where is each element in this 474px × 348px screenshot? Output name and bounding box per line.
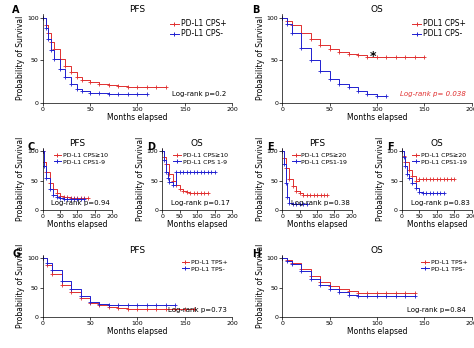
Y-axis label: Probability of Survival: Probability of Survival xyxy=(256,137,265,221)
Legend: PD-L1 CPS+, PD-L1 CPS-: PD-L1 CPS+, PD-L1 CPS- xyxy=(168,18,228,40)
Title: OS: OS xyxy=(371,246,383,255)
Title: PFS: PFS xyxy=(129,246,146,255)
Y-axis label: Probability of Survival: Probability of Survival xyxy=(256,16,265,101)
X-axis label: Months elapsed: Months elapsed xyxy=(407,220,467,229)
Text: F: F xyxy=(387,142,393,152)
X-axis label: Months elapsed: Months elapsed xyxy=(107,113,168,122)
X-axis label: Months elapsed: Months elapsed xyxy=(47,220,108,229)
Text: C: C xyxy=(27,142,35,152)
Y-axis label: Probability of Survival: Probability of Survival xyxy=(17,244,26,328)
Text: Log-rank p=0.73: Log-rank p=0.73 xyxy=(167,307,227,313)
Y-axis label: Probability of Survival: Probability of Survival xyxy=(376,137,385,221)
Legend: PD-L1 CPS≥10, PD-L1 CPS1-9: PD-L1 CPS≥10, PD-L1 CPS1-9 xyxy=(52,152,109,166)
Text: A: A xyxy=(12,5,20,15)
Text: Log-rank p= 0.038: Log-rank p= 0.038 xyxy=(400,92,466,97)
Text: E: E xyxy=(267,142,273,152)
Legend: PD-L1 CPS≥20, PD-L1 CPS1-19: PD-L1 CPS≥20, PD-L1 CPS1-19 xyxy=(291,152,349,166)
X-axis label: Months elapsed: Months elapsed xyxy=(287,220,347,229)
Y-axis label: Probability of Survival: Probability of Survival xyxy=(17,137,26,221)
X-axis label: Months elapsed: Months elapsed xyxy=(107,327,168,336)
Title: PFS: PFS xyxy=(69,140,85,148)
Text: Log-rank p=0.94: Log-rank p=0.94 xyxy=(52,200,110,206)
Title: PFS: PFS xyxy=(309,140,325,148)
Y-axis label: Probability of Survival: Probability of Survival xyxy=(136,137,145,221)
Y-axis label: Probability of Survival: Probability of Survival xyxy=(256,244,265,328)
Text: *: * xyxy=(370,50,376,63)
Title: OS: OS xyxy=(430,140,443,148)
Legend: PD-L1 CPS≥10, PD-L1 CPS 1-9: PD-L1 CPS≥10, PD-L1 CPS 1-9 xyxy=(172,152,229,166)
X-axis label: Months elapsed: Months elapsed xyxy=(167,220,228,229)
X-axis label: Months elapsed: Months elapsed xyxy=(346,113,407,122)
Text: Log-rank p=0.83: Log-rank p=0.83 xyxy=(410,200,470,206)
Text: Log-rank p=0.38: Log-rank p=0.38 xyxy=(291,200,350,206)
Text: H: H xyxy=(252,249,260,259)
Text: Log-rank p=0.17: Log-rank p=0.17 xyxy=(171,200,230,206)
Text: G: G xyxy=(12,249,20,259)
Legend: PD-L1 TPS+, PD-L1 TPS-: PD-L1 TPS+, PD-L1 TPS- xyxy=(180,259,229,273)
Legend: PD-L1 CPS≥20, PD-L1 CPS1-19: PD-L1 CPS≥20, PD-L1 CPS1-19 xyxy=(410,152,468,166)
Title: PFS: PFS xyxy=(129,5,146,14)
Y-axis label: Probability of Survival: Probability of Survival xyxy=(17,16,26,101)
Legend: PD-L1 TPS+, PD-L1 TPS-: PD-L1 TPS+, PD-L1 TPS- xyxy=(420,259,468,273)
X-axis label: Months elapsed: Months elapsed xyxy=(346,327,407,336)
Text: Log-rank p=0.2: Log-rank p=0.2 xyxy=(172,92,227,97)
Title: OS: OS xyxy=(371,5,383,14)
Text: Log-rank p=0.84: Log-rank p=0.84 xyxy=(407,307,466,313)
Title: OS: OS xyxy=(191,140,204,148)
Text: D: D xyxy=(147,142,155,152)
Legend: PDL1 CPS+, PDL1 CPS-: PDL1 CPS+, PDL1 CPS- xyxy=(410,18,468,40)
Text: B: B xyxy=(252,5,259,15)
